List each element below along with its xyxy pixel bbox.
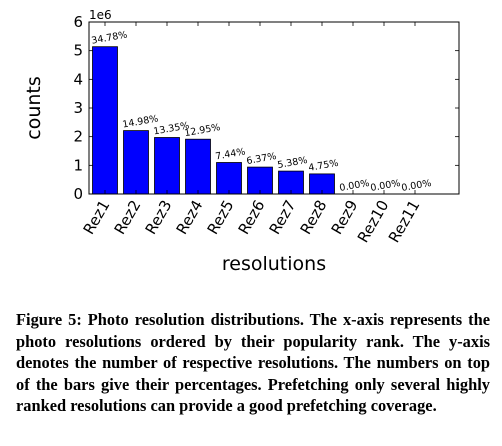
y-tick-label-3: 3 — [73, 99, 83, 117]
bar-label-rez9: 0.00% — [339, 178, 371, 194]
x-tick-label-rez6: Rez6 — [235, 197, 269, 238]
x-tick-label-rez11: Rez11 — [385, 197, 424, 246]
y-tick-label-5: 5 — [73, 42, 83, 60]
bars-group — [92, 46, 335, 195]
bar-label-rez10: 0.00% — [370, 178, 402, 194]
x-tick-label-rez4: Rez4 — [173, 197, 207, 238]
bar-rez3 — [154, 137, 180, 195]
x-tick-label-rez5: Rez5 — [204, 197, 238, 238]
figure-caption: Figure 5: Photo resolution distributions… — [16, 310, 490, 415]
bar-label-rez6: 6.37% — [246, 151, 278, 167]
bar-label-rez1: 34.78% — [91, 30, 129, 47]
bar-chart: 1e6 34.78%14.98%13.35%12.95%7.44% 6.37% 5.… — [23, 8, 460, 275]
bar-label-rez7: 5.38% — [277, 155, 309, 171]
bar-label-rez11: 0.00% — [401, 178, 433, 194]
y-ticks-group: 0 1 2 3 4 5 6 — [73, 13, 459, 203]
x-tick-label-rez1: Rez1 — [80, 197, 114, 238]
y-tick-label-1: 1 — [73, 156, 83, 174]
y-tick-label-4: 4 — [73, 70, 83, 88]
bar-rez2 — [123, 130, 149, 195]
bar-rez6 — [247, 166, 273, 195]
bar-rez4 — [185, 138, 211, 195]
bar-label-rez5: 7.44% — [215, 146, 247, 162]
y-tick-label-2: 2 — [73, 128, 83, 146]
x-tick-label-rez2: Rez2 — [111, 197, 145, 238]
bar-label-rez8: 4.75% — [308, 158, 340, 174]
bar-rez5 — [216, 162, 242, 195]
x-tick-label-rez3: Rez3 — [142, 197, 176, 238]
y-tick-label-6: 6 — [73, 13, 83, 31]
bar-label-rez4: 12.95% — [184, 122, 222, 139]
x-tick-label-rez7: Rez7 — [266, 197, 300, 238]
y-exponent-label: 1e6 — [89, 8, 112, 22]
x-axis-label: resolutions — [222, 253, 326, 275]
y-tick-label-0: 0 — [73, 185, 83, 203]
bar-rez1 — [92, 46, 118, 195]
x-tick-label-rez8: Rez8 — [297, 197, 331, 238]
y-axis-label: counts — [23, 76, 45, 140]
